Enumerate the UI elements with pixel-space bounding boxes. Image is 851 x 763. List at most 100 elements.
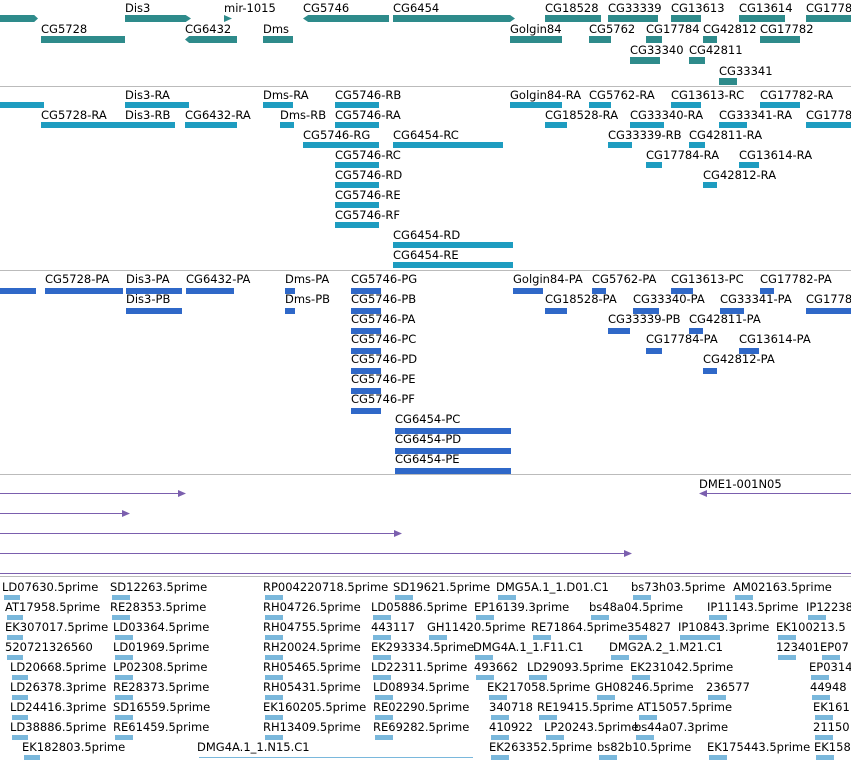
transcript-bar[interactable] [303, 142, 379, 148]
protein-bar[interactable] [689, 328, 703, 334]
protein-bar[interactable] [760, 288, 774, 294]
transcript-label[interactable]: CG5746-RE [335, 188, 401, 202]
protein-bar[interactable] [351, 348, 381, 354]
gene-label[interactable]: CG1778 [806, 1, 851, 15]
protein-label[interactable]: CG5746-PB [351, 292, 417, 306]
est-label[interactable]: RH04755.5prime [263, 620, 361, 634]
transcript-bar[interactable] [630, 122, 664, 128]
protein-bar[interactable] [703, 368, 717, 374]
clone-label[interactable]: DME1-001N05 [699, 477, 782, 491]
gene-bar[interactable] [589, 36, 611, 43]
protein-bar[interactable] [671, 288, 693, 294]
transcript-label[interactable]: CG5746-RF [335, 208, 400, 222]
gene-bar[interactable] [510, 36, 562, 43]
gene-bar[interactable] [125, 15, 191, 22]
gene-label[interactable]: CG33339 [608, 1, 662, 15]
est-label[interactable]: RH13409.5prime [263, 720, 361, 734]
est-label[interactable]: LD22311.5prime [371, 660, 468, 674]
est-label[interactable]: LD38886.5prime [10, 720, 107, 734]
gene-label[interactable]: CG13613 [671, 1, 725, 15]
est-label[interactable]: EK158 [814, 740, 851, 754]
protein-label[interactable]: CG6454-PD [395, 432, 462, 446]
clone-line[interactable] [0, 513, 122, 514]
protein-bar[interactable] [592, 288, 606, 294]
gene-bar[interactable] [646, 36, 662, 43]
transcript-bar[interactable] [393, 142, 503, 148]
est-label[interactable]: AT15057.5prime [637, 700, 733, 714]
transcript-bar[interactable] [589, 102, 611, 108]
transcript-bar[interactable] [335, 222, 379, 228]
gene-bar[interactable] [224, 15, 232, 22]
protein-label[interactable]: CG5746-PF [351, 392, 415, 406]
protein-bar[interactable] [395, 448, 511, 454]
transcript-bar[interactable] [125, 122, 175, 128]
transcript-label[interactable]: CG42812-RA [703, 168, 777, 182]
protein-label[interactable]: CG42811-PA [689, 312, 761, 326]
est-label[interactable]: IP11143.5prime [707, 600, 799, 614]
transcript-label[interactable]: CG33339-RB [608, 128, 682, 142]
transcript-bar[interactable] [646, 162, 662, 168]
gene-label[interactable]: CG17784 [646, 22, 700, 36]
transcript-label[interactable]: CG6432-RA [185, 108, 251, 122]
protein-bar[interactable] [186, 288, 234, 294]
protein-bar[interactable] [646, 348, 662, 354]
clone-line[interactable] [0, 553, 624, 554]
gene-bar[interactable] [263, 36, 293, 43]
est-label[interactable]: RE28373.5prime [113, 680, 210, 694]
transcript-bar[interactable] [335, 162, 379, 168]
protein-bar[interactable] [545, 308, 567, 314]
est-label[interactable]: 44948 [810, 680, 847, 694]
est-label[interactable]: GH11420.5prime [427, 620, 526, 634]
transcript-bar[interactable] [393, 262, 513, 268]
transcript-label[interactable]: CG42811-RA [689, 128, 763, 142]
protein-bar[interactable] [395, 428, 511, 434]
est-label[interactable]: RE19415.5prime [537, 700, 634, 714]
protein-label[interactable]: Dis3-PB [126, 292, 171, 306]
est-label[interactable]: 493662 [474, 660, 518, 674]
est-label[interactable]: EK161 [813, 700, 850, 714]
gene-label[interactable]: CG42812 [703, 22, 757, 36]
gene-label[interactable]: CG33341 [719, 64, 773, 78]
est-label[interactable]: RH04726.5prime [263, 600, 361, 614]
gene-bar[interactable] [671, 15, 701, 22]
transcript-label[interactable]: CG13614-RA [739, 148, 813, 162]
protein-label[interactable]: CG6432-PA [186, 272, 251, 286]
transcript-label[interactable]: Dis3-RB [125, 108, 171, 122]
gene-label[interactable]: Dis3 [125, 1, 151, 15]
est-label[interactable]: EK175443.5prime [707, 740, 811, 754]
protein-label[interactable]: CG5746-PA [351, 312, 416, 326]
protein-bar[interactable] [513, 288, 543, 294]
est-label[interactable]: SD16559.5prime [113, 700, 211, 714]
protein-label[interactable]: Dis3-PA [126, 272, 170, 286]
transcript-bar[interactable] [545, 122, 567, 128]
gene-label[interactable]: CG5728 [41, 22, 88, 36]
est-label[interactable]: RP004220718.5prime [263, 580, 389, 594]
est-label[interactable]: 410922 [489, 720, 533, 734]
protein-bar[interactable] [0, 288, 36, 294]
est-label[interactable]: 123401 [776, 640, 820, 654]
protein-bar[interactable] [351, 308, 381, 314]
transcript-bar[interactable] [263, 102, 293, 108]
clone-line[interactable] [0, 533, 394, 534]
gene-bar[interactable] [760, 36, 800, 43]
transcript-label[interactable]: CG5746-RC [335, 148, 401, 162]
protein-label[interactable]: CG33341-PA [720, 292, 792, 306]
transcript-bar[interactable] [185, 122, 237, 128]
gene-bar[interactable] [689, 57, 705, 64]
transcript-bar[interactable] [41, 122, 125, 128]
transcript-label[interactable]: CG17782-RA [760, 88, 834, 102]
est-label[interactable]: RH20024.5prime [263, 640, 361, 654]
est-label[interactable]: SD12263.5prime [110, 580, 208, 594]
transcript-bar[interactable] [806, 122, 851, 128]
transcript-label[interactable]: CG5746-RB [335, 88, 402, 102]
transcript-label[interactable]: CG5728-RA [41, 108, 107, 122]
est-label[interactable]: IP12238 [806, 600, 851, 614]
transcript-bar[interactable] [671, 102, 701, 108]
est-label[interactable]: 340718 [489, 700, 533, 714]
gene-bar[interactable] [545, 15, 601, 22]
gene-label[interactable]: CG18528 [545, 1, 599, 15]
est-label[interactable]: LD07630.5prime [2, 580, 99, 594]
est-label[interactable]: LD24416.3prime [10, 700, 107, 714]
protein-bar[interactable] [126, 288, 182, 294]
protein-label[interactable]: CG17784-PA [646, 332, 718, 346]
